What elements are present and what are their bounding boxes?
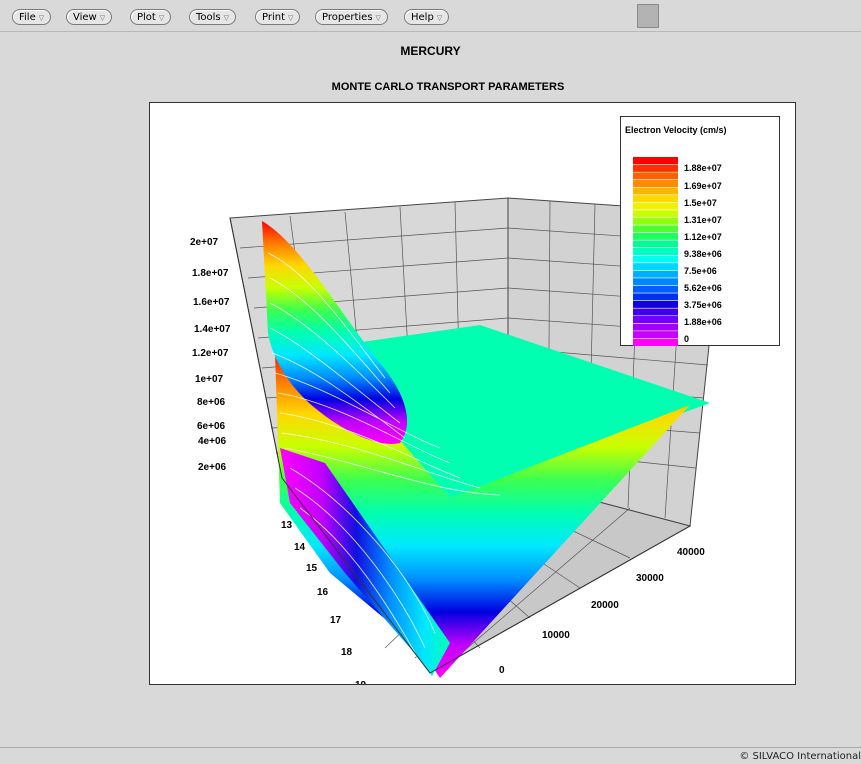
legend-value-label: 1.88e+07: [684, 163, 722, 173]
z-tick-label: 6e+06: [197, 421, 226, 432]
y-tick-label: 30000: [636, 573, 664, 584]
legend-color-swatch: [633, 209, 678, 219]
dropdown-triangle-icon: ▽: [158, 14, 165, 22]
legend-color-swatch: [633, 202, 678, 211]
legend-color-swatch: [633, 338, 678, 346]
legend-color-swatch: [633, 330, 678, 340]
legend-color-swatch: [633, 270, 678, 279]
menu-file-label: File: [19, 12, 36, 23]
legend-color-swatch: [633, 277, 678, 287]
menu-view-label: View: [73, 12, 97, 23]
y-tick-label: 40000: [677, 547, 705, 558]
legend-color-swatch: [633, 293, 678, 302]
surface-peak: [262, 221, 408, 444]
frame-edges: [229, 217, 691, 674]
x-tick-label: 13: [281, 520, 293, 531]
menu-separator: [0, 31, 861, 32]
dropdown-triangle-icon: ▽: [288, 14, 294, 22]
legend-color-swatch: [633, 255, 678, 264]
legend-value-label: 9.38e+06: [684, 249, 722, 259]
x-tick-label: 14: [294, 542, 306, 553]
menu-tools-label: Tools: [196, 12, 221, 23]
menu-view[interactable]: View ▽: [66, 9, 113, 25]
legend-color-swatch: [633, 315, 678, 324]
legend-color-swatch: [633, 187, 678, 196]
legend-color-swatch: [633, 240, 678, 249]
legend-color-swatch: [633, 217, 678, 226]
legend-value-label: 1.69e+07: [684, 181, 722, 191]
legend-color-swatch: [633, 247, 678, 256]
legend-color-swatch: [633, 300, 678, 309]
legend-title: Electron Velocity (cm/s): [625, 125, 727, 135]
surface-front-strip: [280, 448, 450, 676]
legend-color-swatch: [633, 194, 678, 203]
legend-value-label: 0: [684, 334, 690, 344]
z-tick-label: 2e+07: [190, 237, 219, 248]
legend-color-swatch: [633, 157, 678, 166]
z-tick-label: 4e+06: [198, 436, 227, 447]
legend-color-swatch: [633, 232, 678, 241]
menu-print[interactable]: Print ▽: [255, 9, 301, 25]
menu-plot[interactable]: Plot ▽: [130, 9, 172, 25]
y-tick-label: 20000: [591, 600, 619, 611]
y-tick-label: 0: [499, 665, 505, 676]
legend: Electron Velocity (cm/s) 1.88e+07 1.69e+0…: [620, 116, 780, 346]
z-tick-label: 1.2e+07: [192, 348, 229, 359]
menu-file[interactable]: File ▽: [12, 9, 52, 25]
footer-separator: [0, 747, 861, 748]
menu-help-label: Help: [411, 12, 434, 23]
menu-properties-label: Properties: [322, 12, 373, 23]
menu-plot-label: Plot: [137, 12, 156, 23]
copyright-footer: © SILVACO International: [739, 751, 861, 762]
z-axis-tick-labels: 2e+06 4e+06 6e+06 8e+06 1e+07 1.2e+07 1.4e+07 1…: [190, 237, 231, 473]
z-tick-label: 1e+07: [195, 374, 224, 385]
y-tick-label: 10000: [542, 630, 570, 641]
legend-value-label: 1.31e+07: [684, 215, 722, 225]
legend-color-swatch: [633, 172, 678, 181]
legend-color-swatch: [633, 323, 678, 332]
contour-lines: [267, 252, 501, 659]
dropdown-triangle-icon: ▽: [38, 14, 45, 22]
legend-color-swatch: [633, 285, 678, 294]
menu-bar: File ▽ View ▽ Plot ▽ Tools ▽ Print ▽ Properti…: [0, 0, 861, 30]
legend-value-label: 1.12e+07: [684, 232, 722, 242]
dropdown-triangle-icon: ▽: [436, 14, 443, 22]
legend-color-swatch: [633, 308, 678, 317]
dropdown-triangle-icon: ▽: [375, 14, 381, 22]
x-tick-label: 15: [306, 563, 318, 574]
z-tick-label: 2e+06: [198, 462, 227, 473]
x-tick-label: 17: [330, 615, 342, 626]
legend-value-label: 3.75e+06: [684, 300, 722, 310]
surface-plot: 2e+06 4e+06 6e+06 8e+06 1e+07 1.2e+07 1.4e+07 1…: [190, 197, 724, 685]
x-tick-label: 16: [317, 587, 329, 598]
app-title: MERCURY: [400, 44, 461, 58]
legend-color-bar: [633, 157, 678, 346]
legend-color-swatch: [633, 262, 678, 271]
z-tick-label: 1.4e+07: [194, 324, 231, 335]
legend-value-label: 1.88e+06: [684, 317, 722, 327]
toolbar-square-button[interactable]: [637, 4, 659, 28]
legend-value-label: 1.5e+07: [684, 198, 717, 208]
legend-color-swatch: [633, 164, 678, 173]
legend-color-swatch: [633, 225, 678, 234]
dropdown-triangle-icon: ▽: [223, 14, 230, 22]
menu-help[interactable]: Help ▽: [404, 9, 450, 25]
legend-color-swatch: [633, 179, 678, 188]
menu-print-label: Print: [262, 12, 286, 23]
x-tick-label: 19: [355, 680, 367, 685]
y-axis-tick-labels: 0 10000 20000 30000 40000: [499, 547, 705, 676]
legend-value-label: 5.62e+06: [684, 283, 722, 293]
legend-value-label: 7.5e+06: [684, 266, 717, 276]
x-tick-label: 18: [341, 647, 353, 658]
z-tick-label: 1.8e+07: [192, 268, 229, 279]
plot-title: MONTE CARLO TRANSPORT PARAMETERS: [331, 81, 565, 93]
surface-plateau: [320, 325, 710, 498]
menu-properties[interactable]: Properties ▽: [315, 9, 388, 25]
z-tick-label: 1.6e+07: [193, 297, 230, 308]
z-tick-label: 8e+06: [197, 397, 226, 408]
menu-tools[interactable]: Tools ▽: [189, 9, 237, 25]
dropdown-triangle-icon: ▽: [99, 14, 106, 22]
